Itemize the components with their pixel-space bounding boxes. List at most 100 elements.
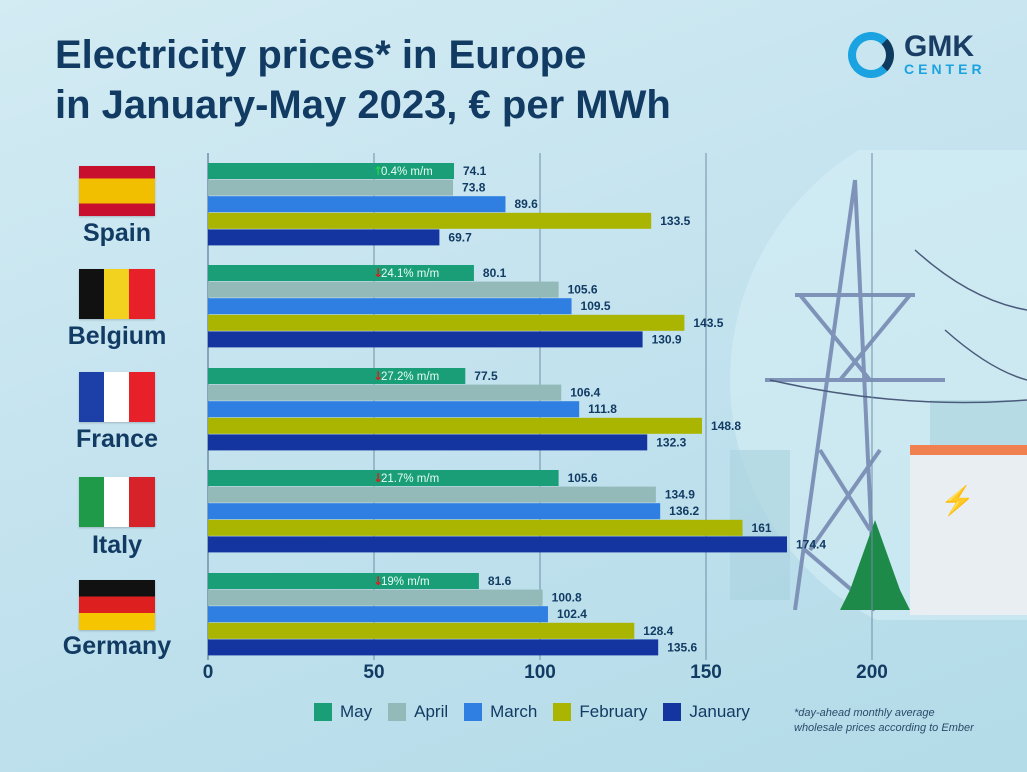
bar-january-belgium: [208, 331, 643, 348]
value-label: 100.8: [552, 591, 582, 605]
legend-item-april: April: [388, 702, 448, 722]
value-label: 74.1: [463, 164, 487, 178]
bar-may-france: [208, 368, 466, 384]
power-tower-illustration: ⚡: [730, 150, 1027, 620]
value-label: 105.6: [568, 283, 598, 297]
arrow-down-icon: ↓: [373, 574, 383, 588]
logo-ring-icon: [848, 32, 894, 78]
svg-text:⚡: ⚡: [940, 484, 975, 517]
legend-swatch: [553, 703, 572, 721]
change-annotation: 0.4% m/m: [381, 166, 433, 178]
value-label: 105.6: [568, 471, 598, 485]
bar-february-italy: [208, 519, 743, 536]
logo-sub: CENTER: [904, 61, 986, 77]
arrow-down-icon: ↓: [373, 266, 383, 280]
legend-label: March: [490, 702, 538, 721]
bar-march-spain: [208, 196, 506, 213]
bar-february-belgium: [208, 314, 685, 331]
bar-february-france: [208, 417, 703, 434]
x-tick-label: 100: [524, 662, 556, 683]
value-label: 130.9: [652, 332, 682, 346]
legend-item-march: March: [464, 702, 537, 722]
bar-february-germany: [208, 622, 635, 639]
value-label: 134.9: [665, 488, 695, 502]
bar-march-france: [208, 401, 580, 418]
country-label-belgium: Belgium: [67, 322, 167, 350]
x-tick-label: 0: [202, 662, 214, 683]
country-label-italy: Italy: [91, 531, 143, 559]
x-tick-label: 200: [856, 662, 888, 683]
x-tick-label: 50: [363, 662, 385, 683]
change-annotation: 24.1% m/m: [381, 268, 439, 280]
legend-label: January: [689, 702, 750, 721]
bar-april-germany: [208, 589, 543, 606]
value-label: 148.8: [711, 419, 741, 433]
value-label: 77.5: [474, 369, 498, 383]
arrow-down-icon: ↓: [373, 369, 383, 383]
legend-item-february: February: [553, 702, 647, 722]
value-label: 143.5: [693, 316, 723, 330]
belgium-flag-icon: [79, 269, 155, 319]
value-label: 81.6: [488, 574, 512, 588]
country-label-germany: Germany: [62, 632, 172, 660]
legend-label: February: [579, 702, 648, 721]
value-label: 69.7: [448, 230, 472, 244]
bar-march-belgium: [208, 298, 572, 315]
legend: May April March February January: [314, 702, 750, 722]
bar-may-spain: [208, 163, 455, 179]
value-label: 161: [752, 521, 772, 535]
title-line-2: in January-May 2023, € per MWh: [55, 83, 671, 127]
value-label: 132.3: [656, 435, 686, 449]
legend-swatch: [663, 703, 682, 721]
value-label: 135.6: [667, 640, 697, 654]
bar-march-germany: [208, 606, 548, 623]
bar-january-italy: [208, 536, 788, 553]
value-label: 128.4: [643, 624, 673, 638]
logo-name: GMK: [904, 30, 974, 63]
legend-label: May: [340, 702, 373, 721]
footnote-line: wholesale prices according to Ember: [794, 722, 974, 734]
value-label: 111.8: [588, 402, 617, 416]
bar-may-italy: [208, 470, 559, 486]
value-label: 106.4: [570, 386, 600, 400]
bar-january-france: [208, 434, 648, 451]
bar-january-spain: [208, 229, 440, 246]
arrow-up-icon: ↑: [373, 164, 383, 178]
value-label: 109.5: [581, 299, 611, 313]
x-tick-label: 150: [690, 662, 722, 683]
value-label: 174.4: [796, 537, 826, 551]
italy-flag-icon: [79, 477, 155, 527]
bar-april-italy: [208, 486, 656, 503]
change-annotation: 27.2% m/m: [381, 371, 439, 383]
value-label: 89.6: [514, 197, 538, 211]
title-line-1: Electricity prices* in Europe: [55, 33, 587, 77]
legend-swatch: [314, 703, 332, 721]
value-label: 133.5: [660, 214, 690, 228]
footnote-line: *day-ahead monthly average: [794, 707, 935, 719]
chart-title: Electricity prices* in Europe in January…: [55, 30, 671, 130]
spain-flag-icon: [79, 166, 155, 216]
bar-february-spain: [208, 212, 652, 229]
bar-april-belgium: [208, 281, 559, 298]
legend-item-january: January: [663, 702, 750, 722]
germany-flag-icon: [79, 580, 155, 630]
bar-march-italy: [208, 503, 661, 520]
bar-january-germany: [208, 639, 659, 656]
value-label: 80.1: [483, 266, 507, 280]
arrow-down-icon: ↓: [373, 471, 383, 485]
change-annotation: 21.7% m/m: [381, 473, 439, 485]
france-flag-icon: [79, 372, 155, 422]
country-label-france: France: [76, 425, 158, 453]
legend-label: April: [414, 702, 449, 721]
value-label: 73.8: [462, 181, 486, 195]
value-label: 102.4: [557, 607, 587, 621]
bar-may-germany: [208, 573, 479, 589]
legend-swatch: [388, 703, 407, 721]
value-label: 136.2: [669, 504, 699, 518]
bar-april-france: [208, 384, 562, 401]
bar-april-spain: [208, 179, 454, 196]
legend-item-may: May: [314, 702, 372, 722]
footnote: *day-ahead monthly average wholesale pri…: [794, 706, 974, 736]
legend-swatch: [464, 703, 483, 721]
